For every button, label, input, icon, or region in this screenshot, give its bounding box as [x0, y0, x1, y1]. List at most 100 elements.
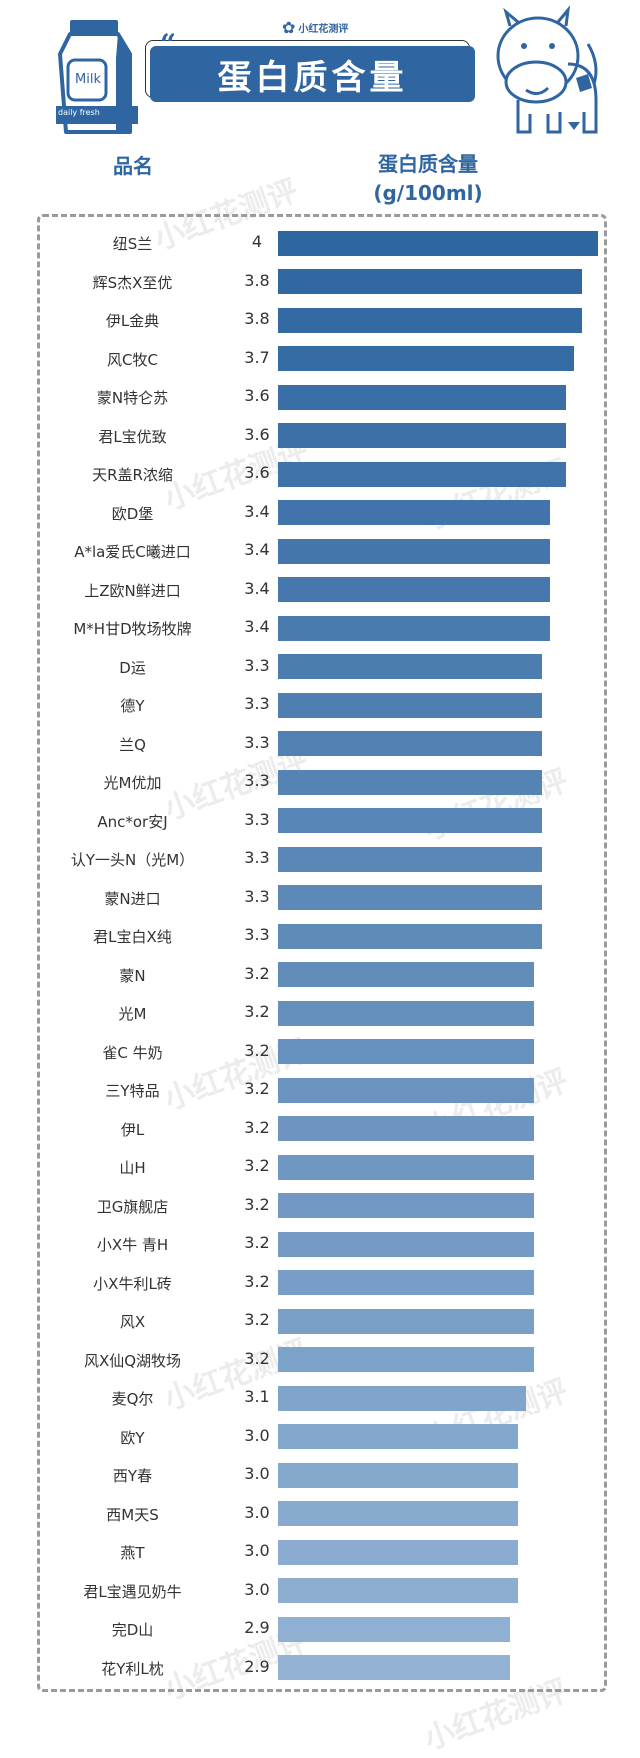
category-label: D运: [119, 658, 146, 677]
category-label: 完D山: [111, 1621, 154, 1639]
category-label: 君L宝遇见奶牛: [83, 1582, 182, 1601]
data-label: 3.6: [244, 424, 270, 444]
data-label: 3.4: [244, 540, 270, 559]
data-label: 3.3: [244, 694, 270, 713]
category-label: 伊L: [120, 1120, 145, 1139]
data-label: 3.2: [244, 1117, 270, 1137]
data-label: 3.0: [244, 1425, 270, 1445]
data-label: 3.2: [244, 1348, 270, 1368]
category-label: 光M优加: [103, 774, 162, 792]
bar: [278, 1077, 534, 1103]
data-label: 3.0: [244, 1579, 270, 1599]
bar: [278, 577, 550, 602]
category-label: 卫G旗舰店: [96, 1197, 169, 1216]
bar: [278, 1116, 534, 1141]
bar: [278, 1308, 534, 1334]
data-label: 3.3: [244, 771, 270, 790]
brand-logo: ✿ 小红花测评: [282, 14, 352, 40]
bar: [278, 1231, 534, 1257]
bar: [278, 1000, 534, 1026]
bar: [278, 1616, 510, 1642]
chart-frame: [37, 214, 607, 1692]
data-label: 3.8: [244, 270, 270, 290]
milk-label: Milk: [75, 72, 101, 87]
bar: [278, 307, 582, 333]
bar: [278, 461, 566, 487]
category-label: 三Y特品: [105, 1082, 160, 1100]
close-quote: ”: [438, 88, 455, 121]
data-label: 3.0: [244, 1541, 270, 1560]
data-label: 3.3: [244, 732, 270, 752]
open-quote: “: [160, 28, 177, 61]
category-label: 雀C 牛奶: [102, 1043, 163, 1062]
bar: [278, 846, 542, 872]
flower-icon: ✿: [282, 17, 296, 37]
milk-carton-icon: [56, 20, 138, 134]
bar: [278, 654, 542, 679]
data-label: 3.0: [244, 1464, 270, 1483]
bar: [278, 538, 550, 564]
data-label: 3.3: [244, 809, 270, 829]
bar: [278, 1039, 534, 1064]
category-label: 蒙N进口: [104, 889, 161, 908]
bar: [278, 808, 542, 833]
bar: [278, 885, 542, 910]
data-label: 3.3: [244, 655, 270, 675]
bar: [278, 1347, 534, 1372]
data-label: 3.4: [244, 578, 270, 598]
data-label: 3.2: [244, 1002, 270, 1021]
page-title: 蛋白质含量: [150, 46, 475, 102]
data-label: 3.0: [244, 1502, 270, 1522]
data-label: 3.7: [244, 347, 270, 367]
category-label: 小X牛 青H: [96, 1236, 169, 1254]
category-label: 光M: [118, 1005, 147, 1023]
category-label: 认Y一头N（光M）: [70, 851, 195, 869]
category-label: 君L宝优致: [98, 427, 167, 446]
bar: [278, 1578, 518, 1603]
category-label: Anc*or安J: [97, 812, 168, 831]
brand-logo-text: 小红花测评: [298, 23, 349, 35]
data-label: 3.3: [244, 848, 270, 867]
data-label: 3.2: [244, 1079, 270, 1098]
bar: [278, 1193, 534, 1218]
milk-sublabel: daily fresh: [58, 108, 100, 117]
category-label: 麦Q尔: [111, 1390, 154, 1408]
category-label: 风C牧C: [107, 350, 158, 369]
data-label: 3.8: [244, 309, 270, 328]
category-label: 伊L金典: [105, 312, 160, 330]
bar: [278, 346, 574, 371]
category-label: A*la爱氏C曦进口: [74, 543, 191, 561]
bar: [278, 1501, 518, 1526]
data-label: 3.2: [244, 1310, 270, 1329]
bar: [278, 1154, 534, 1180]
data-label: 3.1: [244, 1387, 270, 1406]
bar: [278, 1424, 518, 1449]
data-label: 3.2: [244, 1156, 270, 1175]
cow-icon: [496, 5, 598, 134]
category-label: 风X: [119, 1313, 146, 1331]
data-label: 2.9: [244, 1618, 270, 1637]
bar: [278, 1385, 526, 1411]
category-label: 纽S兰: [112, 235, 153, 253]
data-label: 2.9: [244, 1656, 270, 1676]
data-label: 3.4: [244, 617, 270, 636]
column-header-name: 品名: [113, 154, 153, 178]
data-label: 3.2: [244, 1271, 270, 1291]
column-header-value: 蛋白质含量 (g/100ml): [348, 150, 508, 208]
category-label: 小X牛利L砖: [93, 1274, 172, 1293]
data-label: 3.2: [244, 1040, 270, 1060]
bar: [278, 384, 566, 410]
category-label: 蒙N: [119, 966, 146, 985]
bar: [278, 230, 598, 256]
category-label: 君L宝白X纯: [93, 928, 172, 946]
bar: [278, 1655, 510, 1680]
category-label: 风X仙Q湖牧场: [83, 1351, 182, 1370]
data-label: 3.3: [244, 925, 270, 944]
bar: [278, 923, 542, 949]
data-label: 4: [251, 232, 263, 251]
data-label: 3.6: [244, 463, 270, 482]
category-label: 燕T: [120, 1544, 145, 1562]
data-label: 3.2: [244, 963, 270, 983]
data-label: 3.3: [244, 886, 270, 906]
category-label: 欧D堡: [111, 504, 154, 523]
